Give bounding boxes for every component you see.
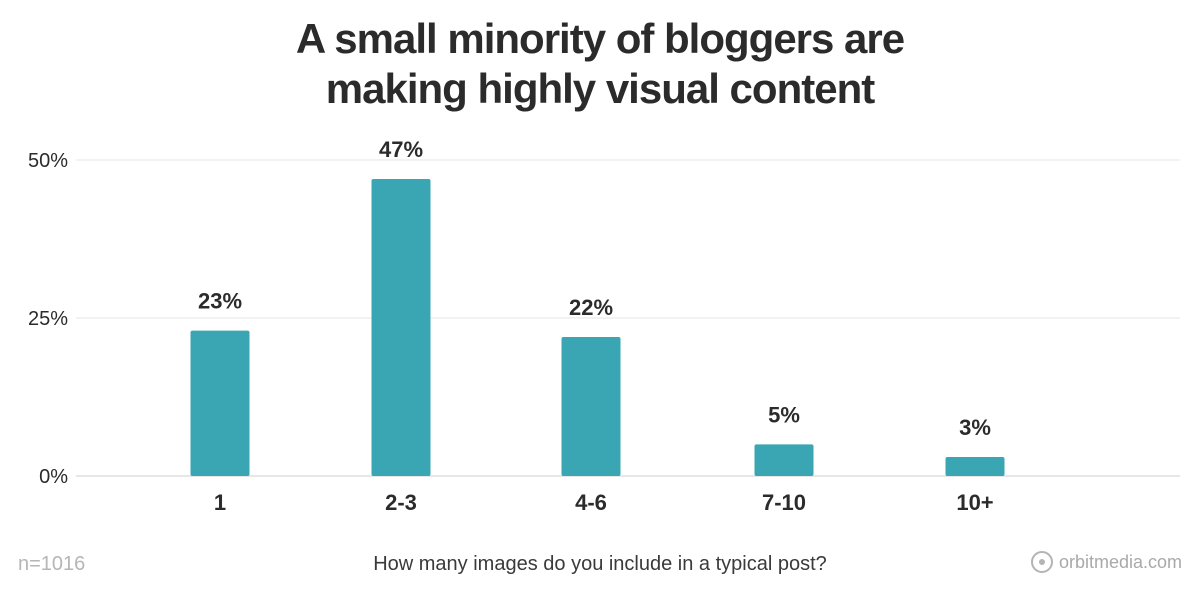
- x-tick-label: 2-3: [385, 490, 417, 515]
- y-tick-label: 25%: [28, 308, 68, 330]
- sample-size-note: n=1016: [18, 553, 86, 575]
- data-label: 5%: [768, 402, 800, 427]
- bar: [754, 444, 814, 476]
- chart-title-line-2: making highly visual content: [325, 65, 875, 112]
- chart-title-line-1: A small minority of bloggers are: [295, 15, 905, 62]
- x-tick-label: 7-10: [762, 490, 806, 515]
- orbit-logo-icon: [1030, 551, 1053, 573]
- x-tick-label: 4-6: [575, 490, 607, 515]
- data-label: 47%: [379, 137, 423, 162]
- bar: [371, 178, 431, 476]
- x-axis-label: How many images do you include in a typi…: [373, 553, 827, 575]
- bar: [561, 336, 621, 476]
- y-tick-label: 0%: [39, 466, 68, 488]
- x-tick-label: 1: [214, 490, 226, 515]
- data-label: 3%: [959, 415, 991, 440]
- bar: [190, 330, 250, 476]
- y-tick-label: 50%: [28, 150, 68, 172]
- bar: [945, 457, 1005, 476]
- x-tick-label: 10+: [956, 490, 993, 515]
- data-label: 22%: [569, 295, 613, 320]
- brand-name: orbitmedia.com: [1058, 551, 1182, 572]
- data-label: 23%: [198, 289, 242, 314]
- brand-watermark: orbitmedia.com: [1030, 551, 1182, 573]
- chart-title: A small minority of bloggers are making …: [0, 14, 1200, 114]
